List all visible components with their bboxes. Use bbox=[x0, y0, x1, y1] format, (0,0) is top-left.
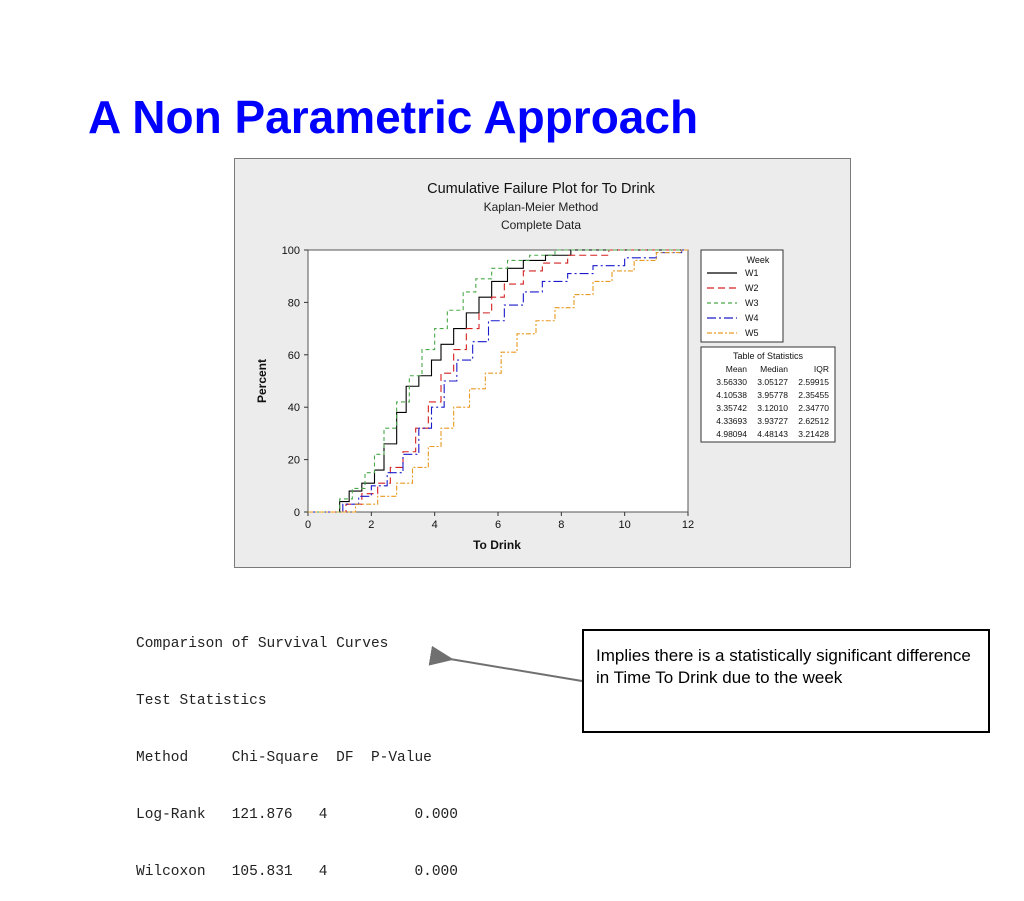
stats-header: Mean bbox=[726, 364, 748, 374]
legend-label-w3: W3 bbox=[745, 298, 759, 308]
stats-cell: 2.34770 bbox=[798, 403, 829, 413]
output-line-header: Method Chi-Square DF P-Value bbox=[136, 750, 432, 766]
stats-table-title: Table of Statistics bbox=[733, 351, 804, 361]
stats-table-box bbox=[700, 346, 836, 443]
x-tick-label: 4 bbox=[432, 519, 438, 531]
stats-cell: 3.21428 bbox=[798, 429, 829, 439]
x-tick-label: 8 bbox=[558, 519, 564, 531]
stats-cell: 3.95778 bbox=[757, 390, 788, 400]
stats-cell: 2.62512 bbox=[798, 416, 829, 426]
series-line-w2 bbox=[308, 249, 688, 513]
y-tick-label: 60 bbox=[288, 350, 300, 362]
stats-table-cells: Mean Median IQR 3.56330 3.05127 2.59915 4.1053… bbox=[716, 364, 829, 439]
chart-title: Cumulative Failure Plot for To Drink bbox=[427, 181, 656, 197]
y-axis-label: Percent bbox=[255, 359, 269, 403]
output-line-test-statistics: Test Statistics bbox=[136, 693, 267, 709]
x-tick-label: 0 bbox=[305, 519, 311, 531]
stats-cell: 4.98094 bbox=[716, 429, 747, 439]
output-line-comparison: Comparison of Survival Curves bbox=[136, 636, 389, 652]
legend-label-w2: W2 bbox=[745, 283, 759, 293]
legend-label-w1: W1 bbox=[745, 268, 759, 278]
y-tick-label: 40 bbox=[288, 402, 300, 414]
stats-cell: 4.10538 bbox=[716, 390, 747, 400]
y-tick-label: 20 bbox=[288, 455, 300, 467]
stats-cell: 2.59915 bbox=[798, 377, 829, 387]
output-line-log-rank: Log-Rank 121.876 4 0.000 bbox=[136, 807, 458, 823]
legend-entries: W1 W2 W3 W4 W5 bbox=[707, 268, 759, 338]
x-tick-label: 12 bbox=[682, 519, 694, 531]
callout-arrow-line bbox=[428, 645, 583, 682]
stats-header: IQR bbox=[814, 364, 829, 374]
stats-cell: 3.56330 bbox=[716, 377, 747, 387]
series-layer bbox=[308, 249, 688, 513]
y-tick-label: 100 bbox=[282, 245, 300, 257]
series-line-w3 bbox=[308, 249, 688, 513]
series-line-w4 bbox=[308, 249, 688, 513]
stats-cell: 3.12010 bbox=[757, 403, 788, 413]
cumulative-failure-chart: Cumulative Failure Plot for To Drink Kap… bbox=[255, 181, 836, 552]
x-tick-label: 10 bbox=[619, 519, 631, 531]
series-line-w5 bbox=[308, 249, 688, 513]
legend-box bbox=[700, 249, 784, 343]
legend-title: Week bbox=[747, 255, 770, 265]
stats-cell: 4.48143 bbox=[757, 429, 788, 439]
stats-cell: 3.93727 bbox=[757, 416, 788, 426]
slide-title: A Non Parametric Approach bbox=[88, 91, 699, 143]
x-tick-label: 6 bbox=[495, 519, 501, 531]
x-axis-label: To Drink bbox=[473, 538, 521, 552]
stats-cell: 3.35742 bbox=[716, 403, 747, 413]
stats-header: Median bbox=[760, 364, 788, 374]
stats-cell: 2.35455 bbox=[798, 390, 829, 400]
callout-box: Implies there is a statistically signifi… bbox=[582, 629, 990, 733]
test-statistics-output: Comparison of Survival Curves Test Stati… bbox=[136, 597, 458, 901]
chart-panel: Cumulative Failure Plot for To Drink Kap… bbox=[234, 158, 851, 568]
x-tick-label: 2 bbox=[368, 519, 374, 531]
output-line-wilcoxon: Wilcoxon 105.831 4 0.000 bbox=[136, 864, 458, 880]
axes-layer: 0 2 4 6 8 10 12 0 20 40 60 80 100 bbox=[282, 245, 694, 531]
legend-label-w5: W5 bbox=[745, 328, 759, 338]
y-tick-label: 0 bbox=[294, 507, 300, 519]
stats-cell: 3.05127 bbox=[757, 377, 788, 387]
plot-area bbox=[307, 249, 689, 513]
chart-subtitle-1: Kaplan-Meier Method bbox=[484, 200, 599, 214]
callout-text: Implies there is a statistically signifi… bbox=[596, 646, 971, 687]
stats-cell: 4.33693 bbox=[716, 416, 747, 426]
y-tick-label: 80 bbox=[288, 297, 300, 309]
chart-subtitle-2: Complete Data bbox=[501, 218, 581, 232]
legend-label-w4: W4 bbox=[745, 313, 759, 323]
